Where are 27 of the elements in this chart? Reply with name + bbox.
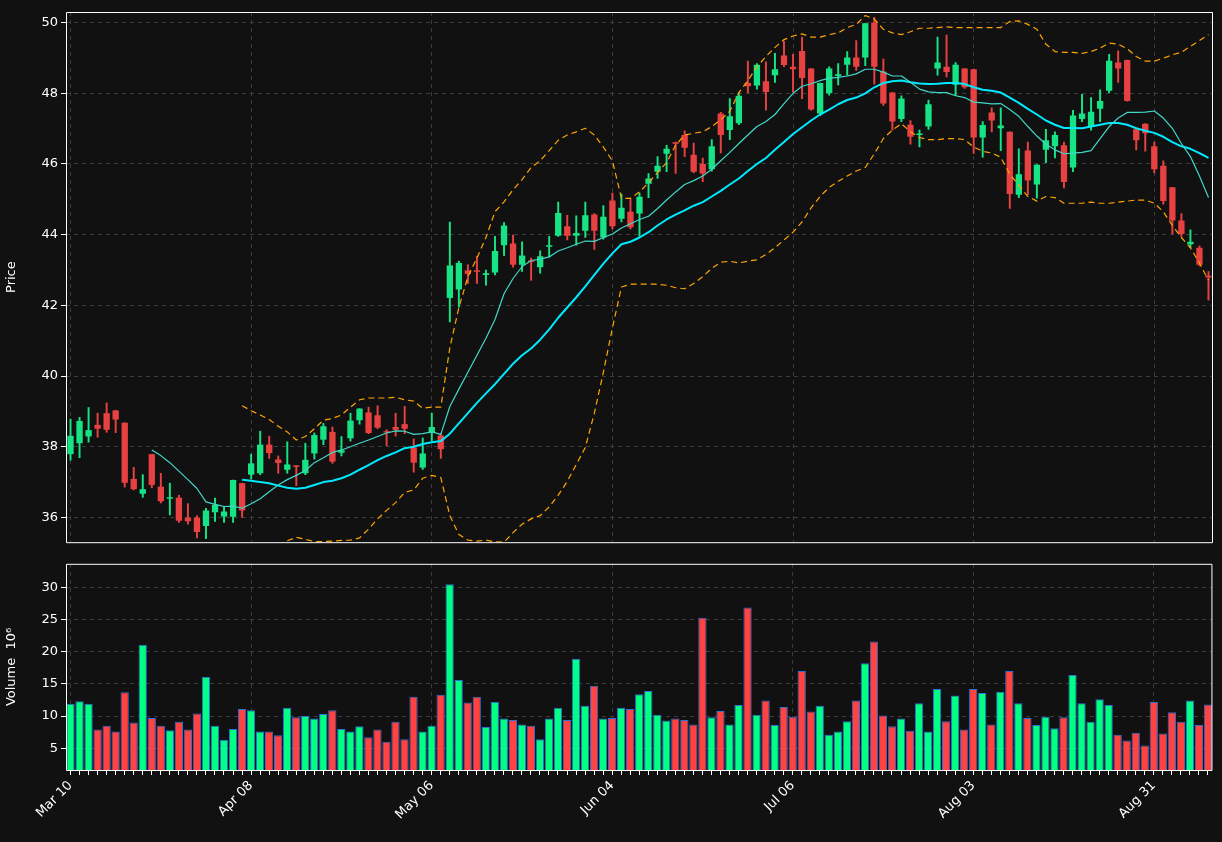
candlestick: [672, 141, 679, 174]
y-tick-label: 50: [41, 13, 58, 29]
y-tick-label: 20: [41, 643, 58, 659]
x-tick-label: Jun 04: [576, 777, 617, 818]
y-tick-label: 15: [41, 675, 58, 691]
x-tick-label: Jul 06: [760, 777, 798, 815]
y-tick-label: 48: [41, 84, 58, 100]
y-tick-label: 5: [49, 739, 58, 755]
candlestick: [997, 107, 1004, 151]
x-tick-label: Mar 10: [32, 777, 76, 820]
candlestick: [473, 255, 481, 284]
y-tick-label: 38: [41, 438, 58, 454]
line-series: [286, 123, 1210, 543]
y-tick-label: 25: [41, 611, 58, 627]
candlestick: [166, 482, 174, 516]
y-tick-label: 46: [41, 155, 58, 171]
y-tick-label: 42: [41, 296, 58, 312]
x-tick-label: Apr 08: [214, 777, 256, 819]
y-axis-title: Price: [3, 261, 19, 293]
y-tick-label: 44: [41, 226, 58, 242]
y-tick-label: 40: [41, 367, 58, 383]
y-tick-label: 30: [41, 578, 58, 594]
x-tick-label: Aug 03: [934, 777, 978, 821]
candlestick: [482, 269, 490, 286]
y-tick-label: 10: [41, 707, 58, 723]
y-tick-label: 36: [41, 508, 58, 524]
y-axis-title: Volume 10⁶: [3, 627, 19, 707]
